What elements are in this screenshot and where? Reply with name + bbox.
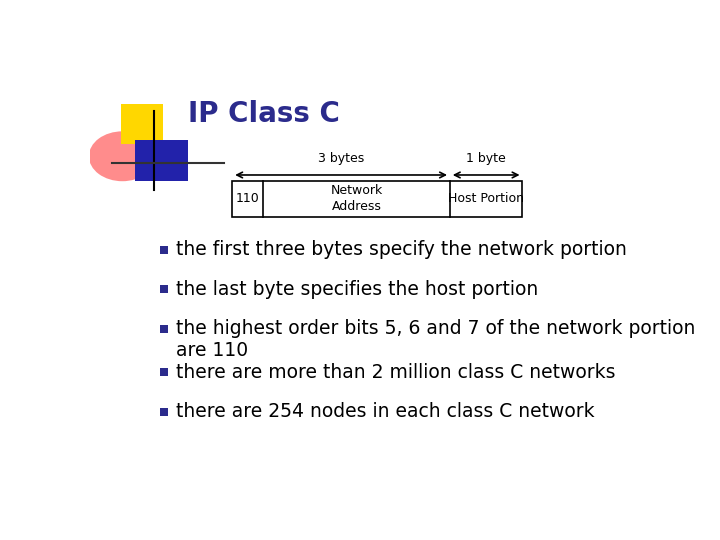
Bar [160,368,168,376]
Bar [160,325,168,333]
Text: 110: 110 [235,192,259,205]
Text: there are more than 2 million class C networks: there are more than 2 million class C ne… [176,363,616,382]
Text: 3 bytes: 3 bytes [318,152,364,165]
Text: there are 254 nodes in each class C network: there are 254 nodes in each class C netw… [176,402,595,421]
Text: are 110: are 110 [176,341,248,360]
Text: IP Class C: IP Class C [188,100,340,128]
Bar [121,104,163,144]
Text: Network
Address: Network Address [330,184,382,213]
Text: the last byte specifies the host portion: the last byte specifies the host portion [176,280,539,299]
Bar [233,181,523,217]
Ellipse shape [89,131,156,181]
Bar [160,408,168,416]
Text: the first three bytes specify the network portion: the first three bytes specify the networ… [176,240,627,259]
Text: the highest order bits 5, 6 and 7 of the network portion: the highest order bits 5, 6 and 7 of the… [176,319,696,339]
Text: Host Portion: Host Portion [448,192,524,205]
Text: 1 byte: 1 byte [467,152,506,165]
Bar [160,246,168,254]
Bar [135,140,188,181]
Bar [160,285,168,293]
